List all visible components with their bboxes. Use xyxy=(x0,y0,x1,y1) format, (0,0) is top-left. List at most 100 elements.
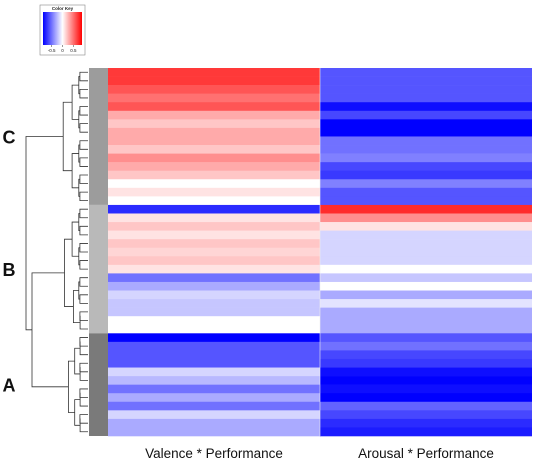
heatmap-cell xyxy=(108,127,320,137)
heatmap-cell xyxy=(108,401,320,411)
heatmap-cell xyxy=(320,333,532,343)
heatmap-cell xyxy=(320,119,532,129)
heatmap-cell xyxy=(108,427,320,437)
dendrogram-branch xyxy=(79,277,88,287)
heatmap-cell xyxy=(320,162,532,171)
heatmap-cell xyxy=(108,196,320,206)
dendrogram-branch xyxy=(79,341,88,356)
color-key-tick-label: 0.5 xyxy=(70,48,77,53)
heatmap-cell xyxy=(320,376,532,385)
heatmap-cell xyxy=(108,410,320,420)
dendrogram-branch xyxy=(79,294,88,304)
heatmap-cell xyxy=(108,102,320,112)
cluster-bar-segment xyxy=(89,333,108,436)
heatmap-cell xyxy=(108,264,320,274)
heatmap-cell xyxy=(108,273,320,283)
heatmap-cell xyxy=(108,341,320,351)
dendrogram-branch xyxy=(79,106,88,116)
heatmap-cell xyxy=(108,239,320,249)
heatmap-cell xyxy=(108,290,320,300)
heatmap-cell xyxy=(320,239,532,249)
column-label: Valence * Performance xyxy=(145,446,283,460)
heatmap-cell xyxy=(108,204,320,214)
heatmap-cell xyxy=(108,299,320,308)
heatmap-cell xyxy=(320,281,532,291)
dendrogram-branch xyxy=(79,123,88,133)
heatmap-cell xyxy=(320,350,532,360)
dendrogram-branch xyxy=(79,315,88,330)
dendrogram-branch xyxy=(79,418,88,433)
heatmap-cell xyxy=(320,222,532,231)
heatmap-cell xyxy=(320,299,532,308)
heatmap-cell xyxy=(320,367,532,377)
dendrogram-branch xyxy=(68,360,75,413)
heatmap-cell xyxy=(108,324,320,334)
heatmap-cell xyxy=(108,316,320,326)
heatmap-cell xyxy=(320,170,532,180)
dendrogram-branch xyxy=(79,88,88,99)
heatmap-cell xyxy=(320,136,532,146)
heatmap-cell xyxy=(320,384,532,394)
heatmap-cell xyxy=(320,256,532,266)
dendrogram-branch xyxy=(79,208,88,219)
color-key-tick-label: 0 xyxy=(61,48,64,53)
color-key: Color Key -0.5 0 0.5 xyxy=(39,4,86,56)
heatmap-cell xyxy=(108,247,320,257)
column-label: Arousal * Performance xyxy=(358,446,494,460)
heatmap-cell xyxy=(108,119,320,129)
heatmap-cell xyxy=(320,230,532,240)
dendrogram-branch xyxy=(31,272,69,388)
heatmap-cell xyxy=(320,196,532,206)
heatmap-cells xyxy=(108,68,532,437)
heatmap-cell xyxy=(320,324,532,334)
heatmap-cell xyxy=(320,213,532,223)
heatmap-cell xyxy=(108,136,320,146)
heatmap-cell xyxy=(320,85,532,94)
heatmap-cell xyxy=(320,127,532,137)
heatmap-cell xyxy=(108,256,320,266)
heatmap-cell xyxy=(108,358,320,368)
heatmap-cell xyxy=(108,93,320,103)
dendrogram-branch xyxy=(79,225,88,236)
dendrogram-branch xyxy=(62,101,73,172)
heatmap-cell xyxy=(320,264,532,274)
heatmap-cell xyxy=(108,145,320,154)
cluster-bar-segment xyxy=(89,68,108,205)
dendrogram-branch xyxy=(79,174,88,184)
dendrogram-branch xyxy=(79,367,88,381)
heatmap-cell xyxy=(108,393,320,403)
heatmap-cell xyxy=(320,93,532,103)
heatmap-cell xyxy=(108,367,320,377)
heatmap-cell xyxy=(108,170,320,180)
heatmap-cell xyxy=(108,187,320,197)
heatmap-cell xyxy=(320,247,532,257)
cluster-label: A xyxy=(3,376,16,396)
heatmap-cell xyxy=(108,179,320,189)
heatmap-cell xyxy=(320,393,532,403)
row-dendrogram xyxy=(25,71,88,433)
heatmap-cell xyxy=(108,85,320,94)
dendrogram-branch xyxy=(79,388,88,398)
heatmap-cell xyxy=(320,427,532,437)
heatmap-cell xyxy=(108,68,320,77)
heatmap-cell xyxy=(320,204,532,214)
heatmap-cell xyxy=(108,384,320,394)
dendrogram-branch xyxy=(71,84,79,120)
heatmap-cell xyxy=(108,222,320,231)
color-key-tick-label: -0.5 xyxy=(48,48,56,53)
heatmap-cell xyxy=(320,187,532,197)
dendrogram-branch xyxy=(79,311,88,321)
heatmap-cell xyxy=(108,418,320,428)
color-key-gradient xyxy=(43,12,82,45)
dendrogram-branch xyxy=(79,362,88,373)
column-labels: Valence * Performance Arousal * Performan… xyxy=(145,446,494,460)
heatmap-cell xyxy=(320,102,532,112)
heatmap-cell xyxy=(320,68,532,77)
color-key-ticks: -0.5 0 0.5 xyxy=(48,45,77,53)
heatmap-cell xyxy=(320,410,532,420)
heatmap-cell xyxy=(108,110,320,120)
heatmap-cell xyxy=(108,76,320,86)
heatmap-cell xyxy=(320,273,532,283)
heatmap-cell xyxy=(320,418,532,428)
heatmap-cell xyxy=(320,145,532,154)
